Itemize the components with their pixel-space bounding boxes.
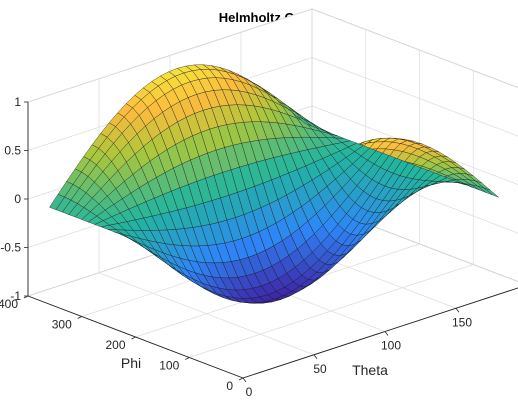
x-tick-label: 50: [313, 362, 327, 376]
grid-line-z: [27, 8, 313, 103]
z-tick-label: 0: [14, 192, 21, 206]
x-tick-label: 100: [381, 339, 401, 353]
grid-line-phi: [189, 264, 474, 358]
x-tick-mark: [384, 331, 389, 336]
z-tick-label: -0.5: [0, 241, 21, 255]
y-tick-mark: [185, 357, 190, 360]
y-tick-mark: [131, 336, 136, 340]
x-tick-mark: [313, 354, 318, 359]
grid-line-z: [311, 8, 518, 88]
y-tick-label: 0: [226, 379, 233, 393]
z-tick-label: 1: [14, 95, 21, 109]
z-tick-label: -1: [10, 289, 21, 303]
x-tick-label: 150: [452, 315, 472, 329]
y-tick-mark: [238, 377, 244, 381]
y-tick-label: 100: [159, 359, 179, 373]
y-tick-mark: [77, 316, 82, 319]
surface-patch: [49, 194, 65, 210]
grid-line-z: [311, 57, 518, 137]
z-tick-label: 0.5: [4, 144, 21, 158]
axis-ticks: 0501001502000100200300400-1-0.500.51: [0, 95, 472, 399]
x-tick-label: 0: [246, 385, 253, 399]
y-axis-label: Phi: [121, 355, 141, 371]
x-axis-label: Theta: [352, 362, 388, 378]
x-tick-mark: [242, 377, 247, 383]
surface-mesh: [49, 64, 499, 304]
y-tick-label: 400: [0, 297, 18, 311]
y-tick-label: 300: [52, 318, 72, 332]
y-tick-label: 200: [105, 338, 125, 352]
x-tick-mark: [455, 308, 460, 313]
